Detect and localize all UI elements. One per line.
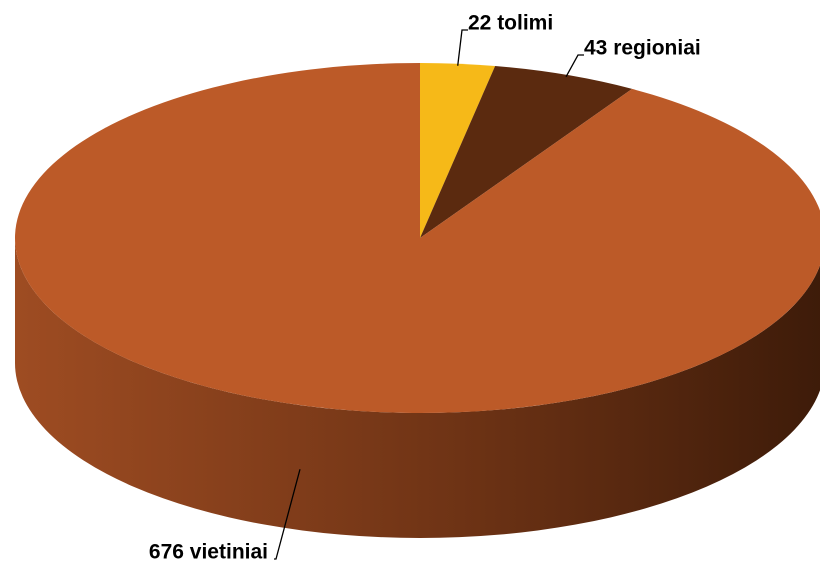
- slice-side: [15, 238, 820, 538]
- data-label: 22 tolimi: [468, 12, 553, 35]
- slice: [420, 66, 633, 239]
- slice: [15, 63, 820, 413]
- leader-line: [274, 469, 301, 560]
- leader-line: [565, 54, 584, 78]
- data-label: 43 regioniai: [584, 37, 701, 60]
- slice: [420, 63, 496, 238]
- leader-line: [457, 29, 468, 66]
- data-label: 676 vietiniai: [149, 541, 268, 564]
